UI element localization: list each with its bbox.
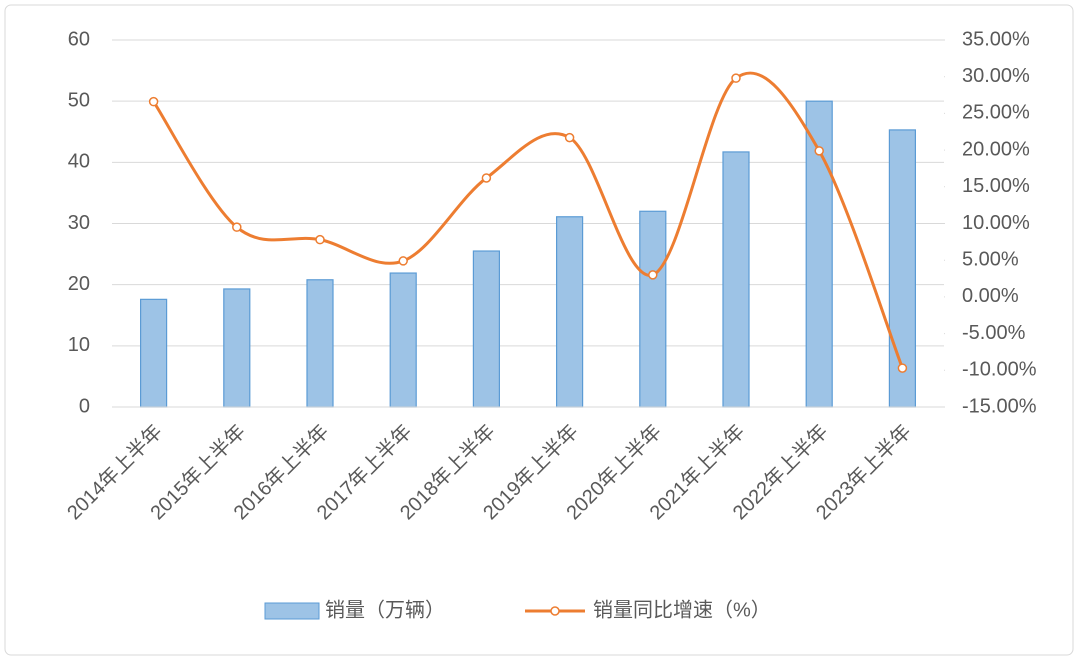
line-marker	[731, 73, 741, 83]
y2-tick-label: 10.00%	[962, 212, 1030, 234]
bar	[140, 298, 168, 408]
line-marker	[481, 173, 492, 183]
y2-tick-label: 20.00%	[962, 138, 1030, 160]
y-tick-label: 20	[68, 273, 90, 295]
bar	[306, 279, 334, 408]
y2-tick-label: -15.00%	[962, 395, 1037, 417]
line-marker	[564, 132, 575, 143]
bar	[639, 210, 667, 408]
y2-tick-label: -5.00%	[962, 322, 1026, 344]
bar	[389, 272, 417, 408]
legend-marker	[550, 606, 560, 616]
line-marker	[232, 222, 242, 232]
y2-tick-label: -10.00%	[962, 359, 1037, 381]
y2-tick-label: 35.00%	[962, 28, 1030, 50]
y-tick-label: 0	[79, 395, 90, 417]
bar	[555, 216, 584, 408]
y2-tick-label: 0.00%	[962, 285, 1019, 307]
y2-tick-label: 5.00%	[962, 248, 1019, 270]
y2-tick-label: 15.00%	[962, 175, 1030, 197]
line-marker	[148, 96, 159, 107]
legend-label: 销量同比增速（%）	[593, 598, 771, 621]
y-tick-label: 30	[68, 212, 90, 234]
line-marker	[398, 256, 408, 266]
y-tick-label: 10	[68, 334, 90, 356]
bar	[223, 288, 251, 408]
y2-tick-label: 25.00%	[962, 102, 1030, 124]
bar	[722, 151, 750, 408]
line-marker	[897, 363, 908, 373]
y2-tick-label: 30.00%	[962, 65, 1030, 87]
y-tick-label: 50	[68, 89, 90, 111]
y-tick-label: 60	[68, 28, 90, 50]
y-tick-label: 40	[68, 151, 90, 173]
line-marker	[814, 146, 824, 156]
line-marker	[315, 234, 325, 245]
line-marker	[648, 270, 658, 280]
bar	[472, 250, 500, 408]
legend-label: 销量（万辆）	[325, 598, 445, 621]
legend-swatch	[264, 602, 320, 620]
